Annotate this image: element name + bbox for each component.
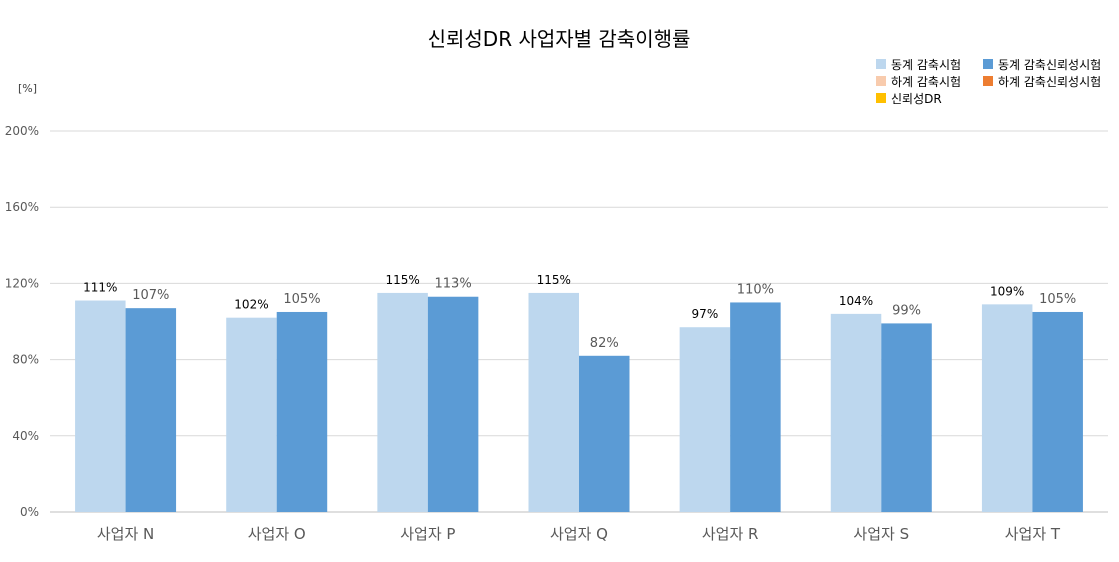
legend-label: 신뢰성DR — [891, 92, 942, 106]
bar — [528, 292, 579, 512]
legend-swatch — [876, 93, 886, 103]
bar — [730, 302, 781, 512]
data-label: 113% — [435, 277, 472, 292]
bar — [830, 313, 882, 512]
data-label: 115% — [385, 273, 419, 287]
y-tick-label: 0% — [20, 505, 39, 519]
legend-swatch — [876, 76, 886, 86]
data-label: 109% — [990, 284, 1024, 298]
y-tick-label: 80% — [12, 353, 39, 367]
y-tick-label: 200% — [5, 124, 39, 138]
bar — [881, 323, 932, 512]
bar — [679, 327, 731, 512]
chart-title: 신뢰성DR 사업자별 감축이행률 — [428, 27, 691, 51]
y-tick-label: 160% — [5, 200, 39, 214]
bars — [75, 292, 1083, 512]
y-axis-unit-label: [%] — [18, 82, 37, 95]
data-labels: 111% 107% 102% 105% 115% 113% 115% 82% 97% 110% 10… — [83, 273, 1076, 351]
x-tick-label: 사업자 S — [853, 525, 909, 543]
data-label: 110% — [737, 282, 774, 297]
bar — [579, 355, 630, 512]
legend-swatch — [876, 59, 886, 69]
data-label: 104% — [839, 294, 873, 308]
data-label: 105% — [283, 292, 320, 307]
data-label: 105% — [1039, 292, 1076, 307]
bar — [276, 311, 328, 512]
data-label: 102% — [234, 298, 268, 312]
y-axis-ticks: 0% 40% 80% 120% 160% 200% — [5, 124, 39, 519]
legend-swatch — [983, 76, 993, 86]
x-tick-label: 사업자 P — [400, 525, 455, 543]
bar — [981, 304, 1033, 512]
data-label: 82% — [590, 336, 619, 351]
bar — [75, 300, 126, 512]
x-tick-label: 사업자 R — [702, 525, 759, 543]
data-label: 97% — [692, 307, 719, 321]
x-tick-label: 사업자 O — [248, 525, 306, 543]
data-label: 115% — [537, 273, 571, 287]
legend-label: 동계 감축시험 — [891, 58, 961, 72]
bar — [125, 308, 177, 512]
legend-label: 하계 감축시험 — [891, 75, 961, 89]
x-tick-label: 사업자 T — [1005, 525, 1061, 543]
data-label: 111% — [83, 281, 117, 295]
bar — [1032, 311, 1083, 512]
data-label: 99% — [892, 303, 921, 318]
y-tick-label: 40% — [12, 429, 39, 443]
bar — [377, 292, 428, 512]
x-axis-ticks: 사업자 N 사업자 O 사업자 P 사업자 Q 사업자 R 사업자 S 사업자 T — [97, 525, 1061, 543]
x-tick-label: 사업자 Q — [550, 525, 608, 543]
bar — [427, 296, 479, 512]
x-tick-label: 사업자 N — [97, 525, 154, 543]
y-tick-label: 120% — [5, 276, 39, 290]
legend-label: 하계 감축신뢰성시험 — [998, 75, 1101, 89]
legend-swatch — [983, 59, 993, 69]
data-label: 107% — [132, 288, 169, 303]
legend-label: 동계 감축신뢰성시험 — [998, 58, 1101, 72]
bar — [226, 317, 277, 512]
